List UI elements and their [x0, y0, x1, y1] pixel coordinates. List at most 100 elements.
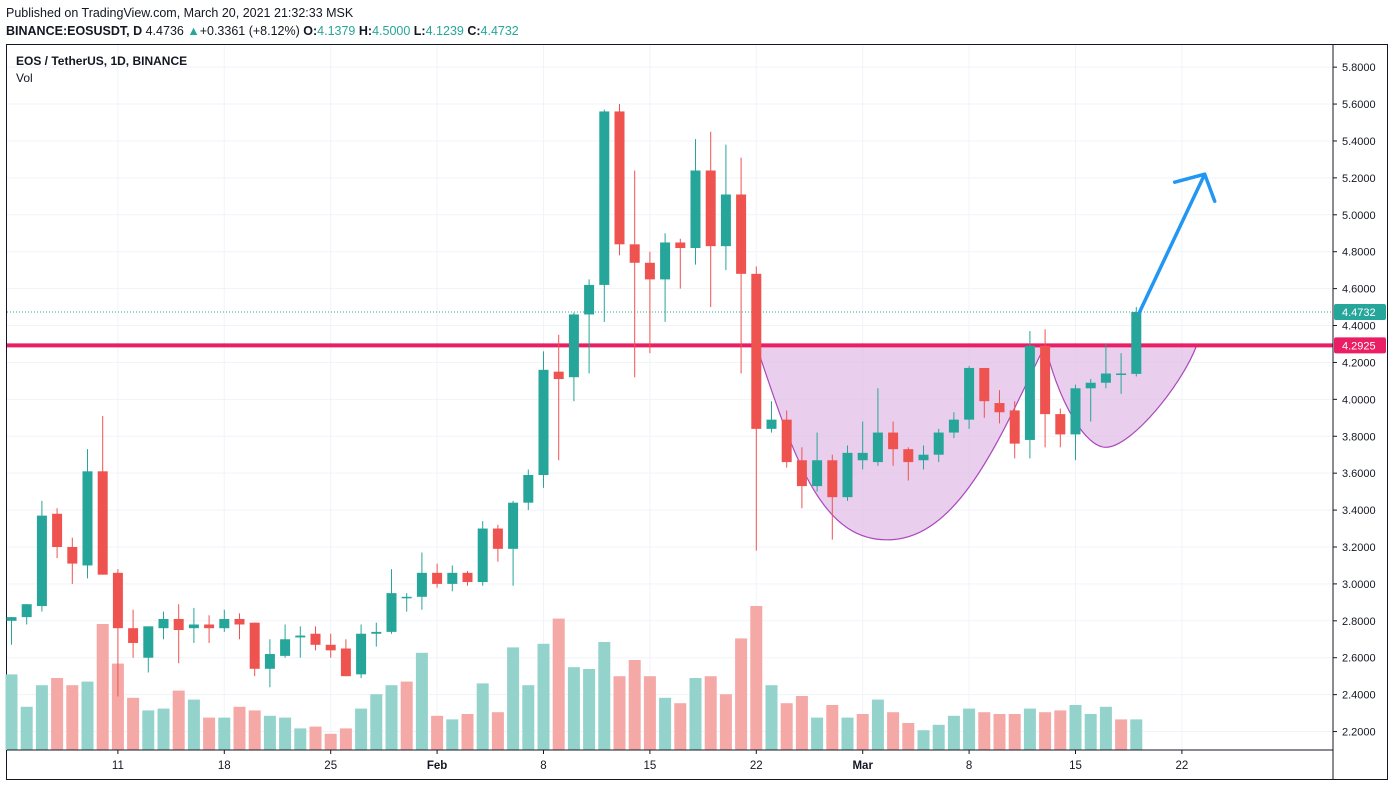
candle-body [158, 618, 169, 629]
candle-body [948, 419, 959, 433]
volume-bar [385, 685, 398, 750]
x-tick-label: 22 [750, 760, 763, 772]
x-tick-label: 15 [1069, 760, 1082, 772]
candle-body [188, 624, 199, 629]
price-label: 4.2925 [1342, 340, 1376, 352]
volume-bar [552, 618, 565, 750]
arrow-shaft [1137, 172, 1207, 315]
volume-layer [5, 606, 1143, 750]
close-label: C: [467, 24, 481, 38]
candle-body [918, 454, 929, 461]
candle-body [204, 624, 215, 629]
candle-body [523, 475, 534, 503]
candle-body [1055, 414, 1066, 435]
volume-bar [20, 706, 33, 750]
chart-frame[interactable] [6, 44, 1388, 780]
cup-pattern [755, 344, 1047, 541]
volume-bar [5, 674, 18, 750]
candle-body [660, 242, 671, 280]
volume-bar [750, 606, 763, 750]
volume-bar [142, 710, 155, 750]
price-label-box [1334, 304, 1386, 321]
candle-body [1131, 312, 1142, 374]
candle-body [128, 628, 139, 643]
symbol-label: BINANCE:EOSUSDT, D [6, 24, 143, 38]
volume-bar [415, 652, 428, 750]
volume-bar [856, 714, 869, 750]
volume-bar [81, 681, 94, 750]
candle-body [994, 403, 1005, 413]
y-tick-label: 2.4000 [1342, 690, 1376, 702]
price-label-box [1334, 337, 1386, 354]
arrow-layer [1137, 172, 1217, 315]
close-value: 4.4732 [480, 24, 519, 38]
candle-body [447, 572, 458, 584]
candle-body [508, 502, 519, 549]
x-tick-label: 22 [1176, 760, 1189, 772]
volume-bar [811, 717, 824, 750]
candle-body [52, 513, 63, 547]
volume-bar [902, 723, 915, 750]
volume-bar [765, 685, 778, 750]
y-tick-label: 5.4000 [1342, 136, 1376, 148]
volume-bar [537, 643, 550, 750]
candle-body [1070, 388, 1081, 435]
candle-body [1116, 373, 1127, 376]
candle-body [751, 273, 762, 429]
candle-body [340, 648, 351, 677]
handle-pattern [1044, 344, 1198, 448]
arrow-head [1172, 172, 1217, 203]
volume-bar [887, 712, 900, 750]
candles-layer [6, 104, 1142, 697]
candle-body [249, 622, 260, 669]
price-change: +0.3361 (+8.12%) [199, 24, 300, 38]
candle-body [219, 618, 230, 629]
candle-body [796, 460, 807, 487]
candle-body [888, 432, 899, 450]
y-tick-label: 3.2000 [1342, 542, 1376, 554]
y-tick-label: 4.6000 [1342, 284, 1376, 296]
volume-bar [233, 706, 246, 750]
volume-bar [279, 717, 292, 750]
volume-bar [628, 660, 641, 750]
volume-bar [339, 728, 352, 750]
axis-layer: 5.8000 5.6000 5.4000 5.2000 5.0000 4.8000 4.60… [7, 45, 1386, 779]
volume-bar [218, 717, 231, 750]
candle-body [1085, 382, 1096, 389]
candle-body [264, 654, 275, 669]
chart-legend: EOS / TetherUS, 1D, BINANCE Vol [16, 53, 187, 87]
candle-body [812, 460, 823, 487]
candle-body [629, 244, 640, 263]
x-tick-label: 11 [112, 760, 124, 772]
candle-body [280, 639, 291, 656]
volume-bar [1115, 719, 1128, 750]
volume-bar [507, 647, 520, 750]
candle-body [173, 618, 184, 631]
x-tick-label: Mar [852, 760, 873, 772]
volume-bar [613, 676, 626, 750]
low-value: 4.1239 [425, 24, 464, 38]
candle-body [644, 262, 655, 280]
y-tick-label: 5.0000 [1342, 210, 1376, 222]
candle-body [112, 572, 123, 629]
candle-body [67, 546, 78, 564]
candle-body [872, 432, 883, 463]
volume-bar [963, 708, 976, 750]
candle-body [371, 631, 382, 634]
volume-bar [917, 730, 930, 750]
open-label: O: [303, 24, 318, 38]
y-tick-label: 3.0000 [1342, 579, 1376, 591]
y-tick-label: 2.2000 [1342, 727, 1376, 739]
quote-line: BINANCE:EOSUSDT, D 4.4736 ▲+0.3361 (+8.1… [6, 22, 519, 40]
candle-body [903, 449, 914, 463]
volume-bar [947, 715, 960, 750]
volume-bar [735, 638, 748, 750]
candle-body [6, 617, 17, 621]
legend-title: EOS / TetherUS, 1D, BINANCE [16, 54, 188, 68]
candle-body [568, 314, 579, 378]
price-label: 4.4732 [1342, 307, 1376, 319]
volume-bar [476, 683, 489, 750]
low-label: L: [413, 24, 426, 38]
volume-bar [1069, 705, 1082, 750]
